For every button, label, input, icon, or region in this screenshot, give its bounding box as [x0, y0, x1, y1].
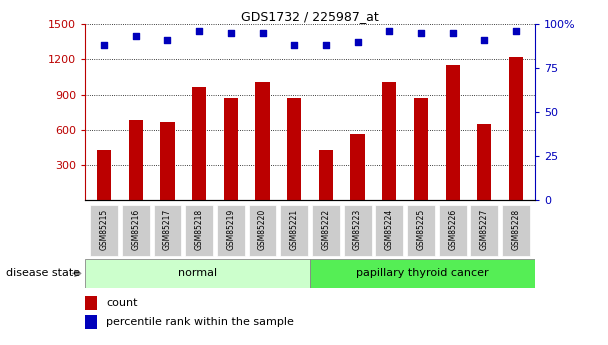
Text: GSM85220: GSM85220 [258, 209, 267, 250]
FancyBboxPatch shape [375, 205, 403, 256]
Text: count: count [106, 298, 138, 308]
Text: GSM85217: GSM85217 [163, 209, 172, 250]
Bar [382, 82, 396, 200]
Text: GSM85215: GSM85215 [100, 209, 109, 250]
FancyBboxPatch shape [90, 205, 118, 256]
Point [448, 30, 458, 36]
FancyBboxPatch shape [344, 205, 371, 256]
Point [353, 39, 362, 45]
Text: disease state: disease state [6, 268, 80, 278]
Bar [310, 259, 535, 288]
Bar [224, 98, 238, 200]
Point [195, 28, 204, 34]
Text: GSM85219: GSM85219 [226, 209, 235, 250]
Bar [446, 65, 460, 200]
Point [480, 37, 489, 43]
FancyBboxPatch shape [407, 205, 435, 256]
Text: GSM85222: GSM85222 [322, 209, 330, 250]
Text: GSM85224: GSM85224 [385, 209, 394, 250]
FancyBboxPatch shape [154, 205, 181, 256]
FancyBboxPatch shape [185, 205, 213, 256]
Text: GSM85227: GSM85227 [480, 209, 489, 250]
Text: GSM85226: GSM85226 [448, 209, 457, 250]
Bar [477, 124, 491, 200]
Bar [255, 82, 270, 200]
Bar [350, 135, 365, 200]
Text: GSM85218: GSM85218 [195, 209, 204, 250]
FancyBboxPatch shape [217, 205, 245, 256]
Bar [85, 315, 97, 329]
Bar [287, 98, 302, 200]
Bar [85, 259, 310, 288]
FancyBboxPatch shape [439, 205, 466, 256]
Text: GSM85221: GSM85221 [290, 209, 299, 250]
FancyBboxPatch shape [122, 205, 150, 256]
Point [258, 30, 268, 36]
FancyBboxPatch shape [502, 205, 530, 256]
Text: GSM85216: GSM85216 [131, 209, 140, 250]
Bar [192, 88, 206, 200]
Text: percentile rank within the sample: percentile rank within the sample [106, 317, 294, 327]
Point [99, 42, 109, 48]
Text: GSM85225: GSM85225 [416, 209, 426, 250]
Point [226, 30, 236, 36]
FancyBboxPatch shape [312, 205, 340, 256]
Text: papillary thyroid cancer: papillary thyroid cancer [356, 268, 489, 278]
Bar [414, 98, 428, 200]
Bar [319, 150, 333, 200]
Point [511, 28, 521, 34]
Bar [509, 57, 523, 200]
Title: GDS1732 / 225987_at: GDS1732 / 225987_at [241, 10, 379, 23]
Point [162, 37, 172, 43]
Bar [129, 120, 143, 200]
FancyBboxPatch shape [280, 205, 308, 256]
FancyBboxPatch shape [249, 205, 277, 256]
Point [384, 28, 394, 34]
Point [321, 42, 331, 48]
Text: GSM85228: GSM85228 [511, 209, 520, 250]
FancyBboxPatch shape [471, 205, 499, 256]
Bar [85, 296, 97, 310]
Text: GSM85223: GSM85223 [353, 209, 362, 250]
Point [131, 34, 140, 39]
Bar [97, 150, 111, 200]
Text: normal: normal [178, 268, 217, 278]
Bar [161, 121, 174, 200]
Point [416, 30, 426, 36]
Point [289, 42, 299, 48]
